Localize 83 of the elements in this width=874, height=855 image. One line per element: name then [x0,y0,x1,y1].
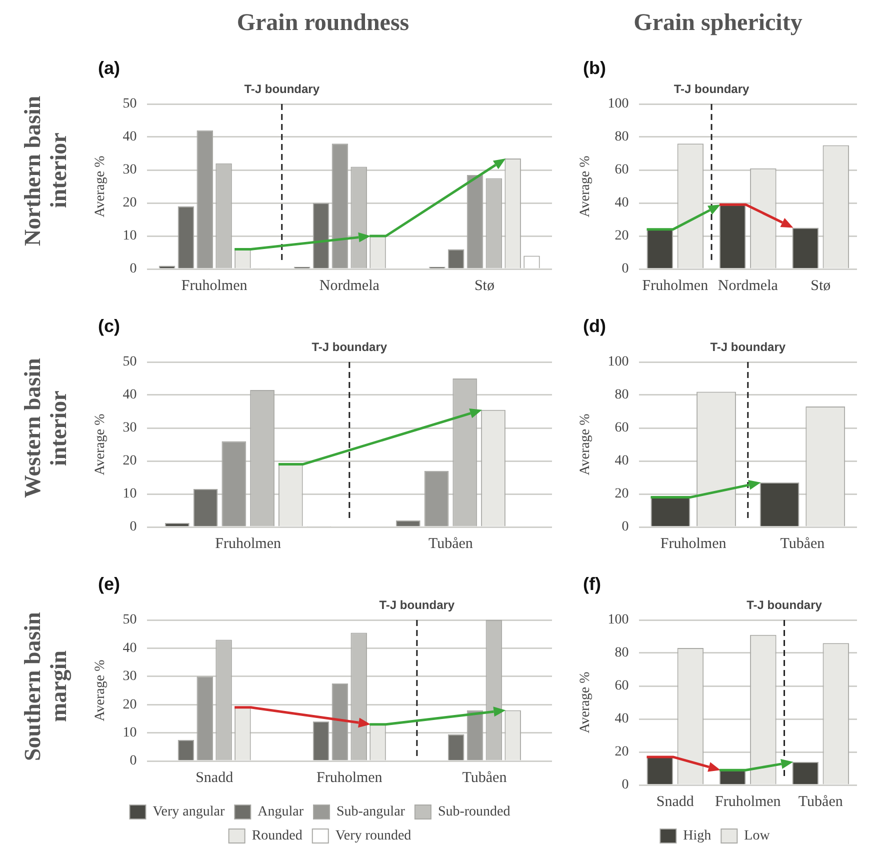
text: Southern basin margin [20,611,72,763]
y-tick-label: 20 [122,454,137,469]
x-tick-label: Stø [810,278,831,294]
x-tick-label: Fruholmen [660,536,727,552]
chart-title: (a) [98,58,120,79]
y-tick-label: 0 [130,262,137,277]
y-tick-label: 20 [122,697,137,712]
y-tick-label: 100 [608,612,629,628]
text: T-J boundary [746,598,823,612]
x-tick-label: Snadd [656,794,694,810]
x-tick-label: Tubåen [462,770,508,786]
text: T-J boundary [709,340,787,354]
legend-label: Rounded [252,828,302,844]
text: Grain sphericity [632,10,804,37]
legend-label: Angular [258,804,304,820]
text: T-J boundary [378,598,456,612]
y-tick-label: 0 [622,778,629,793]
x-tick-label: Stø [474,278,494,294]
y-tick-label: 20 [614,228,629,244]
y-tick-label: 0 [130,520,137,535]
y-axis-title: Average % [578,155,594,218]
y-tick-label: 60 [614,678,629,694]
chart-title: (d) [583,316,606,337]
text: Grain roundness [236,10,410,37]
y-tick-label: 20 [614,486,629,502]
y-tick-label: 40 [122,640,137,656]
text: T-J boundary [310,340,388,354]
y-tick-label: 30 [122,669,137,684]
y-tick-label: 40 [122,388,137,403]
y-axis-title: Average % [93,155,108,218]
y-tick-label: 60 [614,420,629,436]
legend-label: Very angular [152,804,225,820]
x-tick-label: Tubåen [798,794,844,810]
x-tick-label: Nordmela [319,278,380,294]
x-tick-label: Fruholmen [642,278,709,294]
y-tick-label: 40 [122,130,137,145]
legend-label: Low [744,828,771,844]
text: Northern basin interior [20,94,72,248]
y-tick-label: 0 [130,754,137,769]
y-tick-label: 80 [614,388,629,403]
x-tick-label: Fruholmen [316,770,383,786]
chart-title: (e) [98,574,120,595]
legend-label: Sub-rounded [438,804,510,820]
y-tick-label: 50 [122,612,137,628]
y-tick-label: 40 [614,454,629,469]
y-axis-title: Average % [578,413,594,476]
text: Western basin interior [20,357,72,500]
legend-label: Very rounded [335,828,412,844]
y-tick-label: 80 [614,130,629,145]
y-tick-label: 40 [614,196,629,211]
y-tick-label: 0 [622,262,629,277]
y-tick-label: 0 [622,520,629,535]
y-tick-label: 10 [122,228,137,244]
y-tick-label: 30 [122,420,137,436]
x-tick-label: Fruholmen [181,278,248,294]
chart-title: (c) [98,316,120,337]
chart-title: (f) [583,574,601,595]
x-tick-label: Fruholmen [714,794,782,810]
y-tick-label: 80 [614,646,629,661]
text: T-J boundary [672,82,750,96]
x-tick-label: Tubåen [428,536,474,552]
legend-label: High [683,828,712,844]
y-tick-label: 50 [122,354,137,370]
x-tick-label: Fruholmen [215,536,282,552]
y-tick-label: 40 [614,712,629,727]
y-tick-label: 20 [122,196,137,211]
y-tick-label: 30 [122,162,137,178]
y-tick-label: 50 [122,96,137,112]
y-axis-title: Average % [93,413,108,476]
chart-title: (b) [583,58,606,79]
y-tick-label: 100 [608,96,629,112]
y-axis-title: Average % [93,659,108,722]
legend-label: Sub-angular [336,804,406,820]
y-tick-label: 10 [122,725,137,740]
y-tick-label: 20 [614,744,629,760]
y-tick-label: 60 [614,162,629,178]
y-tick-label: 100 [608,354,629,370]
x-tick-label: Nordmela [718,278,778,294]
x-tick-label: Snadd [196,770,234,786]
y-axis-title: Average % [578,671,594,734]
y-tick-label: 10 [122,486,137,502]
x-tick-label: Tubåen [780,536,826,552]
text: T-J boundary [243,82,321,96]
